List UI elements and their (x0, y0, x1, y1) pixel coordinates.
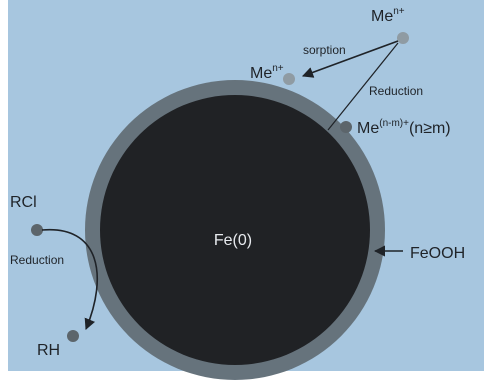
rh-label: RH (37, 342, 60, 359)
me-top-label: Men+ (371, 6, 405, 25)
core-label: Fe(0) (214, 232, 252, 249)
sorption-label: sorption (303, 43, 346, 57)
me-top-sup: n+ (393, 6, 405, 17)
me-bottom-suffix: (n≥m) (409, 120, 451, 137)
me-mid-label: Men+ (250, 63, 284, 82)
me-mid-base: Me (250, 65, 272, 82)
left-white-strip (0, 0, 8, 380)
shell-label: FeOOH (410, 245, 465, 262)
sorption-arrow (301, 40, 399, 78)
reduction-right-line (327, 42, 399, 131)
reduction-right-label: Reduction (369, 84, 423, 98)
rcl-label: RCl (10, 194, 37, 211)
me-bottom-sup: (n-m)+ (379, 118, 409, 129)
me-mid-dot (283, 73, 295, 85)
right-white-strip (484, 0, 489, 380)
me-top-dot (397, 32, 409, 44)
rh-dot (67, 330, 79, 342)
me-mid-sup: n+ (272, 63, 284, 74)
me-bottom-base: Me (357, 120, 379, 137)
rcl-to-rh-arrow (41, 229, 99, 331)
reduction-left-label: Reduction (10, 253, 64, 267)
me-top-base: Me (371, 8, 393, 25)
me-bottom-dot (340, 121, 352, 133)
me-bottom-label: Me(n-m)+(n≥m) (357, 118, 451, 137)
fe-core (100, 95, 370, 365)
rcl-dot (31, 224, 43, 236)
